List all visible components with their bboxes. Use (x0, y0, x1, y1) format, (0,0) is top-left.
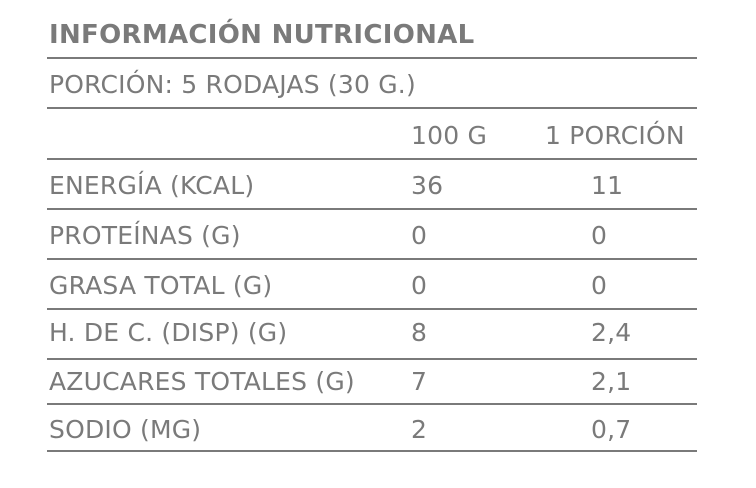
table-row: H. DE C. (DISP) (G) 8 2,4 (47, 310, 697, 360)
portion-size: PORCIÓN: 5 RODAJAS (30 G.) (49, 70, 416, 99)
table-row: GRASA TOTAL (G) 0 0 (47, 260, 697, 310)
value-100g: 0 (411, 221, 428, 250)
table-title: INFORMACIÓN NUTRICIONAL (49, 20, 475, 50)
value-portion: 11 (591, 171, 624, 200)
value-portion: 2,1 (591, 367, 632, 396)
value-portion: 0 (591, 271, 608, 300)
portion-row: PORCIÓN: 5 RODAJAS (30 G.) (47, 59, 697, 109)
nutrient-label: AZUCARES TOTALES (G) (49, 367, 355, 396)
table-row: SODIO (MG) 2 0,7 (47, 405, 697, 452)
title-row: INFORMACIÓN NUTRICIONAL (47, 0, 697, 59)
nutrient-label: H. DE C. (DISP) (G) (49, 318, 288, 347)
nutrient-label: ENERGÍA (KCAL) (49, 171, 255, 200)
value-100g: 2 (411, 415, 428, 444)
column-header-row: 100 G 1 PORCIÓN (47, 109, 697, 160)
nutrient-label: SODIO (MG) (49, 415, 202, 444)
table-row: ENERGÍA (KCAL) 36 11 (47, 160, 697, 210)
value-portion: 0 (591, 221, 608, 250)
nutrient-label: GRASA TOTAL (G) (49, 271, 273, 300)
value-portion: 2,4 (591, 318, 632, 347)
value-100g: 0 (411, 271, 428, 300)
table-row: AZUCARES TOTALES (G) 7 2,1 (47, 360, 697, 405)
column-header-100g: 100 G (411, 121, 488, 150)
value-100g: 36 (411, 171, 444, 200)
column-header-portion: 1 PORCIÓN (545, 121, 685, 150)
table-row: PROTEÍNAS (G) 0 0 (47, 210, 697, 260)
nutrient-label: PROTEÍNAS (G) (49, 221, 241, 250)
value-100g: 8 (411, 318, 428, 347)
value-portion: 0,7 (591, 415, 632, 444)
value-100g: 7 (411, 367, 428, 396)
